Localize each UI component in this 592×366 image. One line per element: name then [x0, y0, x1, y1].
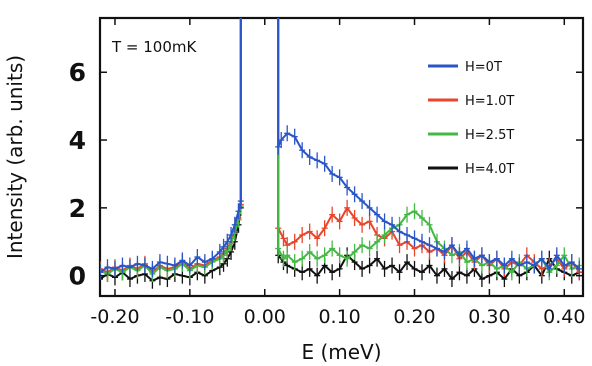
temperature-annotation: T = 100mK: [111, 38, 198, 56]
legend-label: H=1.0T: [465, 94, 514, 109]
legend-label: H=4.0T: [465, 162, 514, 177]
x-tick-label: 0.20: [393, 306, 435, 328]
x-tick-label: 0.10: [318, 306, 360, 328]
plot-frame: [98, 16, 585, 298]
y-tick-label: 6: [69, 58, 86, 87]
series-H=4.0T: [100, 18, 583, 289]
series-line: [277, 18, 580, 281]
x-tick-label: -0.20: [90, 306, 139, 328]
y-tick-label: 2: [69, 194, 86, 223]
x-tick-label: 0.00: [244, 306, 286, 328]
series-line: [277, 18, 580, 274]
legend-label: H=2.5T: [465, 128, 514, 143]
x-axis-label: E (meV): [301, 340, 381, 364]
x-tick-label: -0.10: [165, 306, 214, 328]
series-line: [277, 18, 581, 273]
legend-label: H=0T: [465, 60, 502, 75]
x-tick-label: 0.40: [543, 306, 585, 328]
y-tick-label: 4: [69, 126, 86, 155]
series-H=0T: [100, 18, 583, 281]
y-axis-label: Intensity (arb. units): [3, 55, 27, 259]
x-tick-label: 0.30: [468, 306, 510, 328]
y-tick-label: 0: [69, 262, 86, 291]
